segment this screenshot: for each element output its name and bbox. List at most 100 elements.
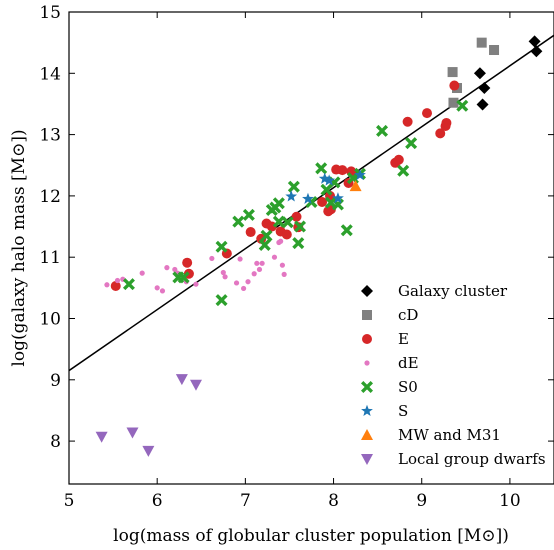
data-point-de	[233, 280, 240, 286]
y-tick-label: 15	[39, 3, 61, 23]
legend-marker-de	[364, 360, 370, 366]
data-point-de	[154, 285, 160, 291]
data-point-s0	[260, 229, 273, 242]
legend-marker-local-group-dwarfs	[361, 454, 373, 465]
legend-item-cd: cD	[362, 306, 418, 324]
x-tick-label: 7	[240, 491, 251, 511]
data-point-mw-and-m31	[349, 180, 362, 192]
data-point-local-group-dwarfs	[175, 374, 188, 386]
data-point-galaxy-cluster	[476, 98, 489, 111]
data-points-layer	[95, 35, 543, 457]
data-point-de	[139, 270, 145, 276]
data-point-de	[193, 281, 199, 287]
legend-marker-galaxy-cluster	[361, 285, 373, 297]
data-point-e	[245, 227, 256, 238]
legend-label: dE	[398, 354, 419, 372]
data-point-de	[172, 266, 178, 273]
data-point-s0	[242, 208, 255, 221]
data-point-galaxy-cluster	[478, 82, 491, 95]
legend-label: cD	[398, 306, 418, 324]
data-point-cd	[448, 97, 459, 108]
data-point-s0	[320, 183, 333, 196]
y-tick-label: 11	[39, 248, 61, 268]
legend-label: S0	[398, 378, 418, 396]
data-point-s	[332, 192, 344, 204]
data-point-e	[317, 197, 328, 208]
series-cd	[447, 37, 500, 108]
data-point-local-group-dwarfs	[189, 379, 202, 391]
legend-label: S	[398, 402, 408, 420]
legend-label: MW and M31	[398, 426, 501, 444]
legend-marker-s0	[360, 380, 374, 394]
data-point-s	[318, 172, 331, 184]
plot-frame	[68, 11, 554, 485]
data-point-de	[114, 277, 121, 284]
y-tick-label: 13	[39, 126, 61, 146]
legend-item-mw-and-m31: MW and M31	[361, 426, 501, 444]
data-point-de	[245, 279, 251, 285]
data-point-s0	[122, 278, 135, 291]
data-point-s0	[287, 180, 300, 193]
legend-item-galaxy-cluster: Galaxy cluster	[361, 282, 508, 300]
data-point-s0	[215, 240, 228, 253]
x-tick-label: 6	[152, 491, 163, 511]
legend-item-local-group-dwarfs: Local group dwarfs	[361, 450, 546, 468]
y-tick-label: 12	[39, 187, 61, 207]
x-tick-label: 10	[499, 491, 521, 511]
data-point-s0	[340, 224, 353, 237]
data-point-de	[259, 260, 265, 266]
legend: Galaxy cluster cD EdE S0 S MW and M31 Local gr…	[360, 282, 546, 468]
data-point-de	[220, 269, 226, 276]
data-point-de	[254, 260, 260, 266]
data-point-e	[402, 116, 413, 127]
data-point-e	[393, 154, 404, 165]
data-point-s0	[215, 294, 228, 307]
data-point-e	[441, 117, 452, 128]
data-point-de	[209, 255, 215, 262]
data-point-de	[251, 271, 257, 277]
data-point-s	[285, 190, 298, 202]
data-point-de	[241, 285, 247, 292]
data-point-e	[291, 211, 302, 222]
legend-item-e: E	[362, 330, 409, 348]
data-point-s0	[456, 99, 469, 112]
series-s0	[122, 99, 469, 307]
data-point-cd	[489, 45, 500, 56]
data-point-local-group-dwarfs	[95, 431, 108, 443]
data-point-de	[279, 262, 285, 268]
y-axis-label: log(galaxy halo mass [M⊙])	[9, 129, 29, 366]
legend-label: E	[398, 330, 409, 348]
data-point-s0	[405, 137, 418, 150]
data-point-s0	[272, 215, 285, 228]
legend-item-s0: S0	[360, 378, 418, 396]
data-point-s0	[346, 172, 359, 185]
y-tick-label: 8	[50, 432, 61, 452]
data-point-e	[449, 80, 460, 91]
series-local-group-dwarfs	[95, 374, 202, 457]
data-point-s0	[281, 216, 294, 229]
legend-item-de: dE	[364, 354, 419, 372]
y-tick-label: 10	[39, 309, 61, 329]
data-point-s0	[272, 197, 285, 210]
series-galaxy-cluster	[473, 35, 543, 111]
data-point-s0	[397, 164, 410, 177]
data-point-de	[256, 266, 263, 273]
legend-marker-mw-and-m31	[361, 429, 373, 440]
data-point-de	[281, 271, 287, 277]
data-point-de	[164, 265, 170, 271]
x-tick-label: 8	[328, 491, 339, 511]
axis-ticks: 5 6 7 8 9 10 8 9 10 11 12 13 14 15	[39, 3, 554, 511]
series-s	[285, 168, 366, 204]
data-point-local-group-dwarfs	[142, 445, 155, 457]
data-point-e	[281, 229, 292, 240]
data-point-s0	[258, 238, 271, 251]
data-point-de	[237, 256, 243, 262]
data-point-de	[278, 238, 284, 244]
data-point-galaxy-cluster	[530, 45, 543, 58]
data-point-s0	[376, 124, 389, 137]
y-tick-label: 14	[39, 64, 61, 84]
data-point-e	[435, 128, 446, 139]
data-point-s	[354, 168, 366, 181]
series-mw-and-m31	[349, 180, 362, 192]
